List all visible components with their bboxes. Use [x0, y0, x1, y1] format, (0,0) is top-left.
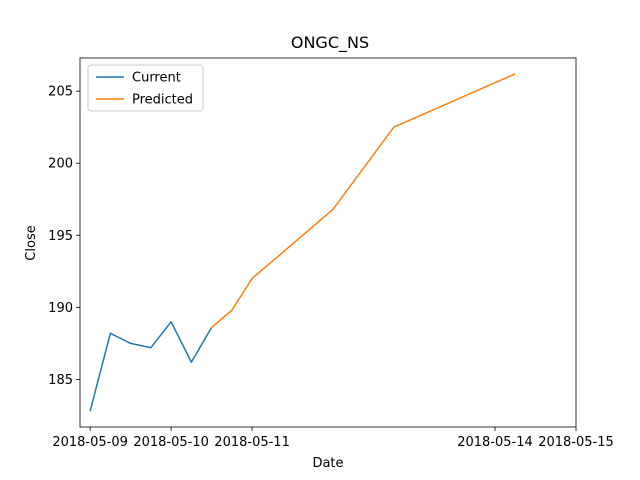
y-tick-label: 195	[48, 229, 73, 244]
plot-area: 2018-05-09 2018-05-10 2018-05-11 2018-05-14…	[48, 57, 614, 450]
y-axis-label: Close	[24, 225, 39, 260]
legend-label-current: Current	[132, 71, 181, 86]
x-tick-label: 2018-05-10	[133, 435, 209, 450]
series-line-current	[89, 321, 213, 412]
y-tick-label: 200	[48, 157, 73, 172]
x-axis-label: Date	[312, 456, 343, 471]
y-tick-label: 205	[48, 85, 73, 100]
y-tick-label: 185	[48, 373, 73, 388]
plot-frame	[79, 57, 577, 428]
x-tick-label: 2018-05-11	[214, 435, 290, 450]
chart-title: ONGC_NS	[291, 33, 369, 53]
x-tick-label: 2018-05-09	[52, 435, 128, 450]
legend-label-predicted: Predicted	[132, 93, 193, 108]
x-tick-label: 2018-05-15	[538, 435, 614, 450]
x-tick-label: 2018-05-14	[457, 435, 533, 450]
series-line-predicted	[211, 73, 516, 329]
y-tick-label: 190	[48, 301, 73, 316]
